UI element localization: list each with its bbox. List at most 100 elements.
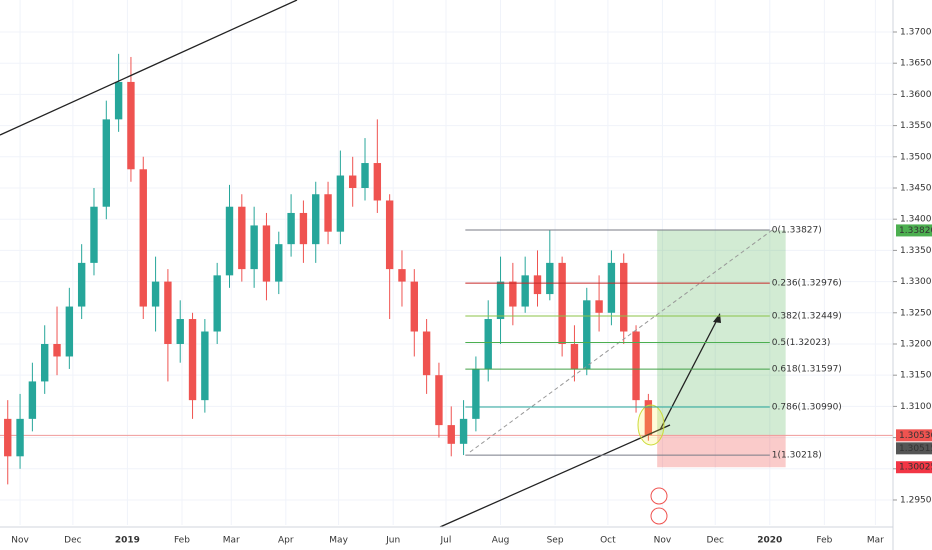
event-icon [650,507,668,525]
y-tick-label: 1.37000 [900,28,932,38]
x-tick-label: Apr [278,536,294,546]
axes: 1.295001.300001.305001.310001.315001.320… [11,28,932,546]
candle-body [250,225,258,270]
candle-body [324,194,332,232]
y-tick-label: 1.35500 [900,121,932,131]
candle-body [151,281,160,307]
price-badge-label: 1.30515 [899,444,932,454]
fib-label: 0.382(1.32449) [772,311,842,321]
price-badge [896,442,932,455]
fib-label: 0(1.33827) [772,225,822,235]
candle-body [620,262,628,332]
x-tick-label: 2020 [757,536,782,546]
arrow-line [659,317,719,431]
y-tick-label: 1.35000 [900,152,932,162]
candle-body [496,281,505,320]
trend-line [439,424,671,528]
candle-body [361,163,369,188]
x-tick-label: Dec [64,536,81,546]
candle-body [385,200,394,270]
highlight [637,404,665,446]
price-axis [893,0,932,550]
candle-body [607,262,616,313]
candle-body [201,331,209,401]
candle-body [139,169,147,307]
zones [0,230,893,468]
drawings [0,0,776,528]
candles [4,53,653,485]
y-tick-label: 1.31000 [900,402,932,412]
x-tick-label: Nov [654,536,672,546]
candle-body [41,343,49,382]
candle-body [65,306,74,357]
x-tick-label: Dec [707,536,724,546]
y-tick-label: 1.34500 [900,183,932,193]
candle-body [558,262,566,344]
candle-body [262,225,271,282]
fib-label: 0.5(1.32023) [772,338,831,348]
fib-label: 1(1.30218) [772,451,822,461]
x-tick-label: Sep [547,536,564,546]
price-badge-label: 1.33820 [899,226,932,236]
candle-body [373,163,382,201]
y-tick-label: 1.29500 [900,495,932,505]
fib-trend [469,227,776,453]
candle-body [4,418,12,457]
price-badge [896,461,932,474]
y-tick-label: 1.33500 [900,246,932,256]
y-tick-label: 1.36500 [900,59,932,69]
candle-body [90,206,98,263]
candle-body [28,381,37,419]
candle-body [583,300,591,369]
candle-body [164,281,172,344]
y-tick-label: 1.32500 [900,308,932,318]
candle-body [398,269,406,282]
candle-body [533,275,542,295]
event-icon [650,487,668,505]
price-badge [896,224,932,237]
candle-body [447,425,455,444]
x-tick-label: Jun [385,536,400,546]
candle-body [435,375,443,426]
candle-body [238,206,246,270]
grid [0,0,893,525]
candle-body [16,418,24,457]
price-badge-label: 1.30536 [899,431,932,441]
candle-body [275,244,283,282]
candle-body [422,331,431,376]
candle-body [410,281,418,332]
candle-body [472,368,480,419]
candle-body [644,400,653,436]
y-tick-label: 1.36000 [900,90,932,100]
candle-body [77,262,86,307]
candle-body [225,206,234,276]
x-tick-label: Oct [600,536,616,546]
x-tick-label: Mar [867,536,884,546]
profit-zone [657,230,786,436]
candle-body [287,212,295,245]
candle-body [570,343,579,369]
fib-label: 0.618(1.31597) [772,365,842,375]
fib-label: 0.786(1.30990) [772,403,842,413]
x-tick-label: Feb [816,536,832,546]
price-badge [896,429,932,442]
candle-body [114,81,123,120]
candle-body [509,281,517,307]
fib: 0(1.33827) 0.236(1.32976) 0.382(1.32449) 0.… [465,225,842,461]
x-tick-label: Nov [11,536,29,546]
fib-label: 0.236(1.32976) [772,279,842,289]
candle-body [459,418,468,444]
y-tick-label: 1.34000 [900,215,932,225]
x-tick-label: Feb [174,536,190,546]
candle-body [348,175,357,188]
y-tick-label: 1.31500 [900,371,932,381]
candle-body [127,81,135,170]
candle-body [521,275,529,307]
candle-body [213,275,221,332]
price-badge-label: 1.30025 [899,463,932,473]
candle-body [336,175,345,232]
candle-body [176,319,184,344]
loss-zone [657,435,786,468]
candle-body [188,319,197,401]
